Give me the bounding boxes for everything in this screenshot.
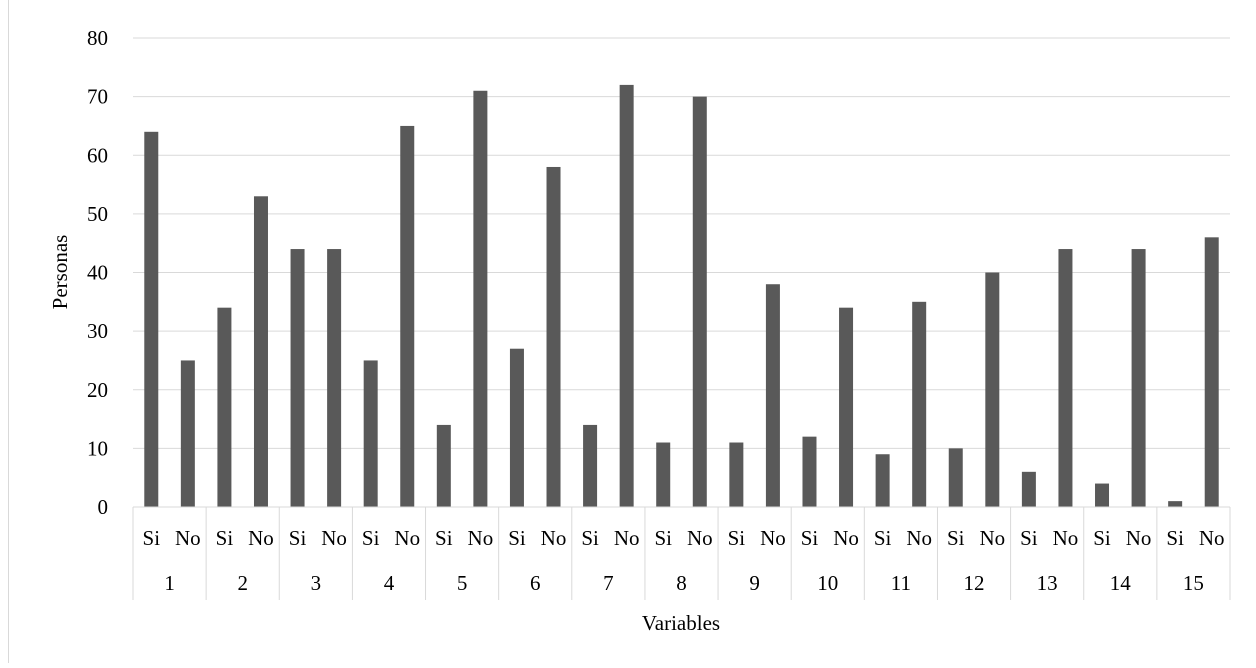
bar-12-si <box>948 448 963 507</box>
bar-1-no <box>180 360 195 507</box>
bar-5-si <box>436 424 451 507</box>
frame-left-border <box>8 0 9 663</box>
y-axis-title: Personas <box>48 235 72 310</box>
group-label: 5 <box>457 571 468 595</box>
bar-15-no <box>1204 237 1219 507</box>
group-label: 15 <box>1183 571 1204 595</box>
y-tick-label: 10 <box>87 436 108 460</box>
group-label: 2 <box>237 571 248 595</box>
group-label: 1 <box>164 571 175 595</box>
category-label: No <box>1053 526 1079 550</box>
bar-5-no <box>473 90 488 507</box>
bar-9-si <box>729 442 744 507</box>
y-tick-label: 80 <box>87 26 108 50</box>
bar-9-no <box>765 284 780 507</box>
category-label: Si <box>947 526 965 550</box>
group-label: 8 <box>676 571 687 595</box>
category-label: No <box>394 526 420 550</box>
category-label: Si <box>362 526 380 550</box>
bar-3-no <box>327 249 342 508</box>
group-label: 11 <box>891 571 911 595</box>
group-label: 3 <box>311 571 322 595</box>
category-label: No <box>614 526 640 550</box>
y-tick-label: 50 <box>87 202 108 226</box>
bar-4-no <box>400 125 415 507</box>
bar-3-si <box>290 249 305 508</box>
category-label: No <box>760 526 786 550</box>
category-label: Si <box>1166 526 1184 550</box>
category-label: No <box>1126 526 1152 550</box>
bar-6-si <box>509 348 524 507</box>
category-label: Si <box>581 526 599 550</box>
y-tick-label: 30 <box>87 319 108 343</box>
category-label: No <box>248 526 274 550</box>
y-tick-label: 40 <box>87 261 108 285</box>
category-label: Si <box>289 526 307 550</box>
bar-2-si <box>217 307 232 507</box>
bar-1-si <box>144 131 159 508</box>
bar-8-si <box>656 442 671 507</box>
group-label: 4 <box>384 571 395 595</box>
bar-2-no <box>253 196 268 507</box>
y-tick-label: 0 <box>98 495 109 519</box>
group-label: 9 <box>749 571 760 595</box>
category-label: No <box>321 526 347 550</box>
y-tick-labels: 0 10 20 30 40 50 60 70 80 <box>87 26 108 519</box>
category-label: Si <box>1093 526 1111 550</box>
x-axis-table <box>132 506 1231 600</box>
category-label: Si <box>654 526 672 550</box>
category-label: No <box>906 526 932 550</box>
bar-14-no <box>1131 249 1146 508</box>
category-label: No <box>979 526 1005 550</box>
category-label: No <box>687 526 713 550</box>
category-label: No <box>541 526 567 550</box>
bar-13-no <box>1058 249 1073 508</box>
category-label: Si <box>874 526 892 550</box>
bar-10-si <box>802 436 817 507</box>
bars <box>144 84 1219 508</box>
bar-12-no <box>985 272 1000 507</box>
y-tick-label: 20 <box>87 378 108 402</box>
bar-7-si <box>583 424 598 507</box>
bar-15-si <box>1168 501 1183 507</box>
x-axis-title: Variables <box>642 611 720 635</box>
category-label: No <box>833 526 859 550</box>
category-label: No <box>175 526 201 550</box>
bar-14-si <box>1095 483 1110 507</box>
group-label: 12 <box>964 571 985 595</box>
bar-7-no <box>619 84 634 508</box>
group-label: 10 <box>817 571 838 595</box>
bar-11-no <box>912 301 927 507</box>
group-label: 14 <box>1110 571 1132 595</box>
gridlines <box>133 37 1230 449</box>
category-label: No <box>1199 526 1225 550</box>
category-label: Si <box>508 526 526 550</box>
bar-10-no <box>839 307 854 507</box>
y-tick-label: 60 <box>87 143 108 167</box>
bar-13-si <box>1021 471 1036 507</box>
category-label: Si <box>435 526 453 550</box>
bar-11-si <box>875 454 890 507</box>
group-label: 13 <box>1037 571 1058 595</box>
category-label: Si <box>143 526 161 550</box>
bar-8-no <box>692 96 707 507</box>
group-label: 7 <box>603 571 614 595</box>
category-label: Si <box>728 526 746 550</box>
bar-6-no <box>546 166 561 507</box>
category-label: Si <box>801 526 819 550</box>
y-tick-label: 70 <box>87 85 108 109</box>
group-label: 6 <box>530 571 541 595</box>
bar-4-si <box>363 360 378 507</box>
category-label: Si <box>216 526 234 550</box>
category-label: No <box>468 526 494 550</box>
category-label: Si <box>1020 526 1038 550</box>
